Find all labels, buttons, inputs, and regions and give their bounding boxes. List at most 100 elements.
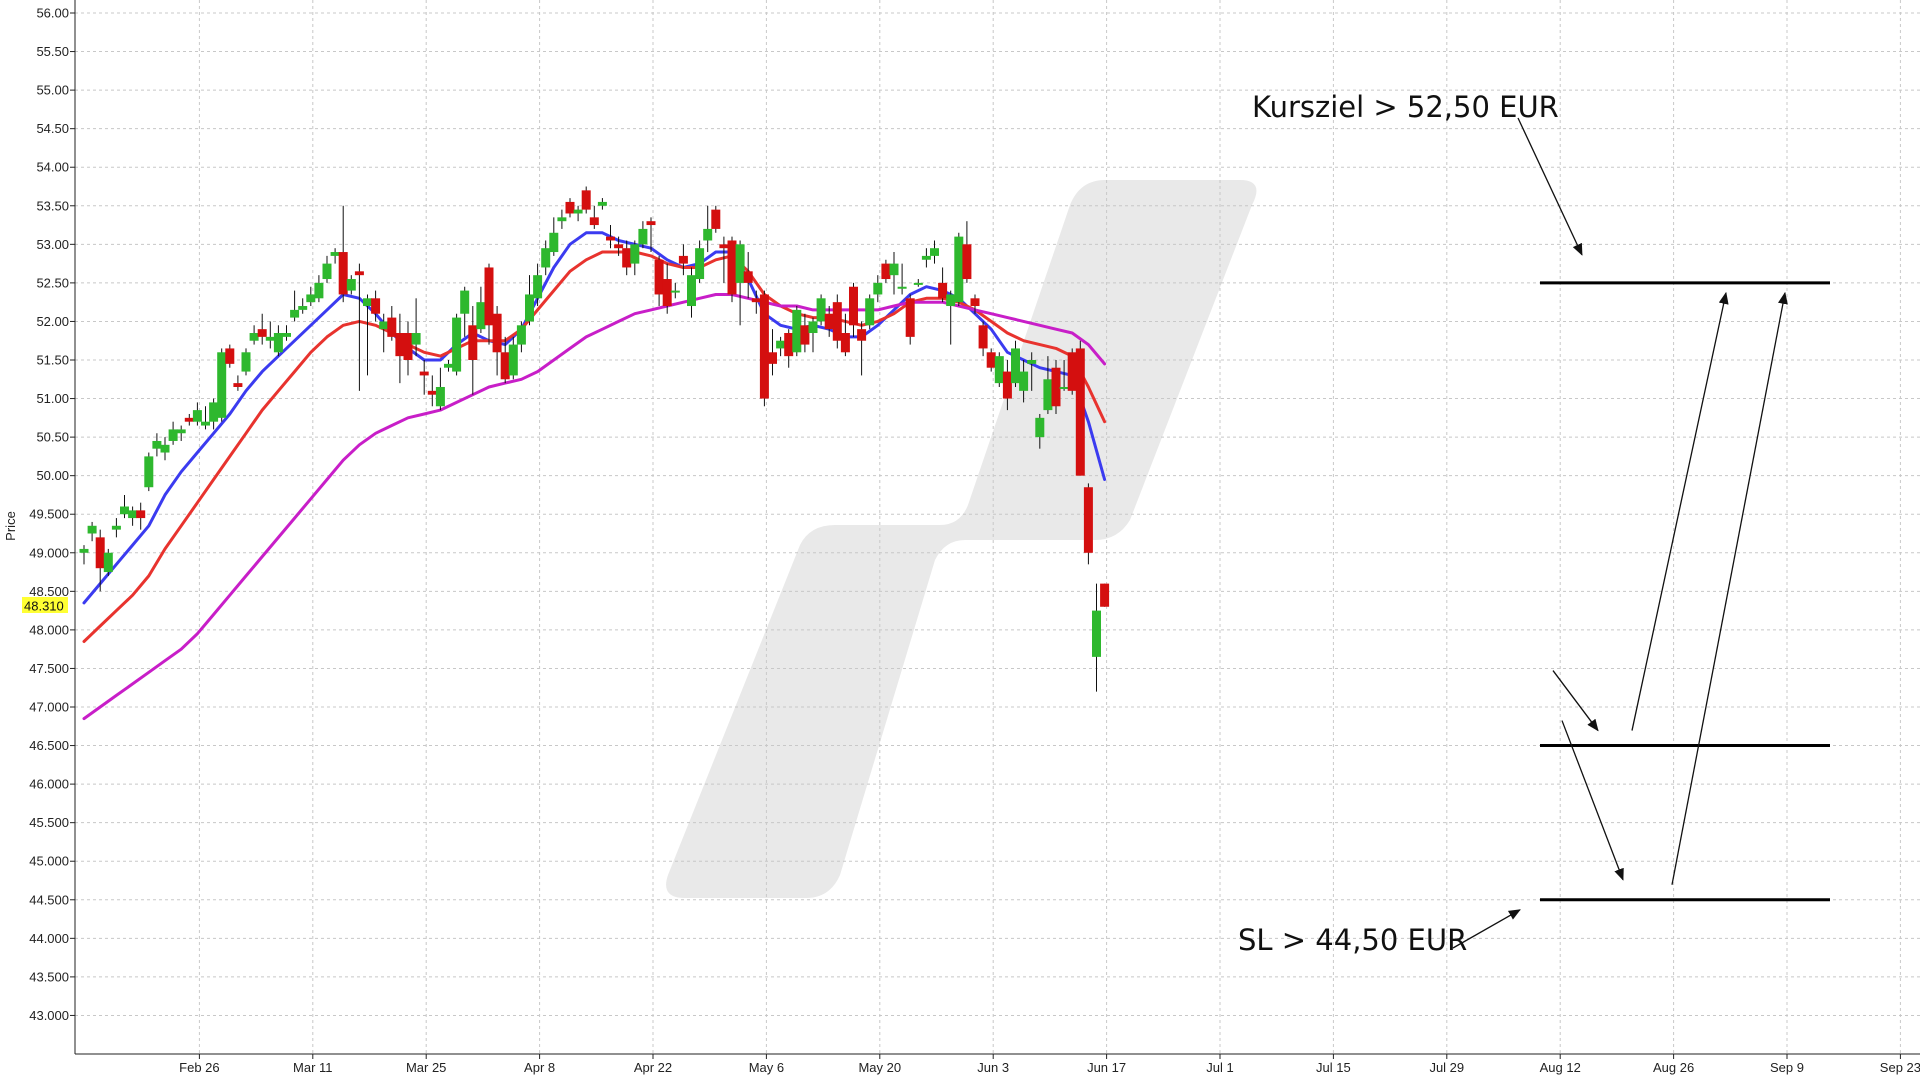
candle-up xyxy=(889,263,899,276)
candle-down xyxy=(768,352,777,364)
candle-up xyxy=(298,306,308,310)
candle-up xyxy=(913,282,923,285)
candle-down xyxy=(849,286,858,326)
target-label: Kursziel > 52,50 EUR xyxy=(1252,90,1559,124)
candle-up xyxy=(1011,348,1020,384)
y-tick-label: 49.000 xyxy=(29,545,69,560)
candle-up xyxy=(808,321,818,334)
candle-down xyxy=(1083,487,1093,553)
y-tick-label: 51.50 xyxy=(36,353,69,368)
candle-up xyxy=(273,333,283,353)
candle-down xyxy=(1075,348,1085,476)
y-tick-label: 46.000 xyxy=(29,777,69,792)
candle-up xyxy=(265,336,275,341)
candle-down xyxy=(468,325,478,360)
y-tick-label: 49.500 xyxy=(29,507,69,522)
y-tick-label: 55.50 xyxy=(36,44,69,59)
candle-up xyxy=(128,510,138,519)
y-axis: 56.00 55.50 55.00 54.50 54.00 53.50 53.00 52.50… xyxy=(29,0,76,1054)
candle-up xyxy=(994,356,1004,384)
candle-down xyxy=(1100,583,1110,607)
x-tick-label: Jun 3 xyxy=(977,1060,1009,1075)
candle-up xyxy=(330,252,340,256)
candle-down xyxy=(840,333,850,353)
annotation-arrow xyxy=(1631,291,1729,731)
moving-average-line-3 xyxy=(82,293,1107,721)
candle-down xyxy=(387,317,397,337)
candle-down xyxy=(581,190,591,210)
x-tick-label: Mar 25 xyxy=(406,1060,446,1075)
candle-down xyxy=(371,298,381,314)
x-tick-label: Jul 29 xyxy=(1429,1060,1464,1075)
annotation-arrow xyxy=(1452,909,1521,949)
candle-up xyxy=(460,290,470,314)
last-price-tag: 48.310 xyxy=(22,596,68,613)
candle-down xyxy=(1002,371,1012,399)
candle-up xyxy=(525,294,534,322)
candle-up xyxy=(597,201,607,206)
y-axis-title: Price xyxy=(3,511,18,541)
candle-up xyxy=(776,340,786,349)
y-tick-label: 45.000 xyxy=(29,854,69,869)
candle-up xyxy=(954,236,964,303)
moving-average-line-2 xyxy=(82,250,1107,643)
candle-up xyxy=(152,440,162,449)
candle-down xyxy=(678,255,688,264)
last-price-tag-text: 48.310 xyxy=(24,598,64,613)
candle-down xyxy=(403,333,413,360)
candle-up xyxy=(695,248,705,280)
candle-down xyxy=(184,417,194,422)
x-tick-label: May 6 xyxy=(749,1060,784,1075)
annotation-arrow xyxy=(1671,291,1788,885)
candle-down xyxy=(743,271,753,283)
y-tick-label: 56.00 xyxy=(36,6,69,21)
candle-down xyxy=(832,302,842,341)
candle-up xyxy=(306,294,316,303)
y-tick-label: 53.00 xyxy=(36,237,69,252)
candle-down xyxy=(857,329,867,341)
candle-up xyxy=(1043,379,1053,411)
candle-up xyxy=(314,282,324,299)
candle-up xyxy=(290,309,300,318)
candle-up xyxy=(87,525,97,534)
y-tick-label: 46.500 xyxy=(29,738,69,753)
candle-up xyxy=(444,363,453,368)
x-tick-label: Apr 8 xyxy=(524,1060,555,1075)
candle-up xyxy=(873,282,883,295)
candle-up xyxy=(735,244,745,283)
candle-up xyxy=(249,333,259,341)
candle-down xyxy=(824,313,834,330)
x-tick-label: Jun 17 xyxy=(1087,1060,1126,1075)
y-tick-label: 48.000 xyxy=(29,622,69,637)
candle-down xyxy=(978,325,988,349)
grid-lines xyxy=(75,0,1920,1054)
last-price-tag-background xyxy=(22,596,68,613)
x-tick-label: Feb 26 xyxy=(179,1060,219,1075)
candle-down xyxy=(719,244,729,249)
x-tick-label: Sep 9 xyxy=(1770,1060,1804,1075)
candle-up xyxy=(865,298,875,326)
x-tick-label: Apr 22 xyxy=(634,1060,672,1075)
candle-up xyxy=(168,429,178,441)
y-tick-label: 47.000 xyxy=(29,700,69,715)
candle-down xyxy=(136,510,146,519)
y-tick-label: 52.00 xyxy=(36,314,69,329)
candle-up xyxy=(670,290,680,293)
x-axis: Feb 26 Mar 11 Mar 25 Apr 8 Apr 22 May 6 May 20… xyxy=(75,1053,1920,1075)
candle-up xyxy=(103,552,113,573)
candle-up xyxy=(209,402,219,422)
candle-up xyxy=(638,228,648,245)
candle-down xyxy=(662,279,672,307)
y-tick-label: 45.500 xyxy=(29,815,69,830)
annotation-arrow xyxy=(1561,720,1624,881)
annotation-arrows xyxy=(1452,117,1788,949)
candle-up xyxy=(1035,417,1045,438)
candle-up xyxy=(946,294,956,307)
candle-up xyxy=(533,275,543,299)
candle-up xyxy=(1027,360,1037,364)
y-tick-label: 48.500 xyxy=(29,584,69,599)
y-tick-label: 53.50 xyxy=(36,198,69,213)
candle-up xyxy=(516,325,526,345)
candle-down xyxy=(606,236,615,241)
